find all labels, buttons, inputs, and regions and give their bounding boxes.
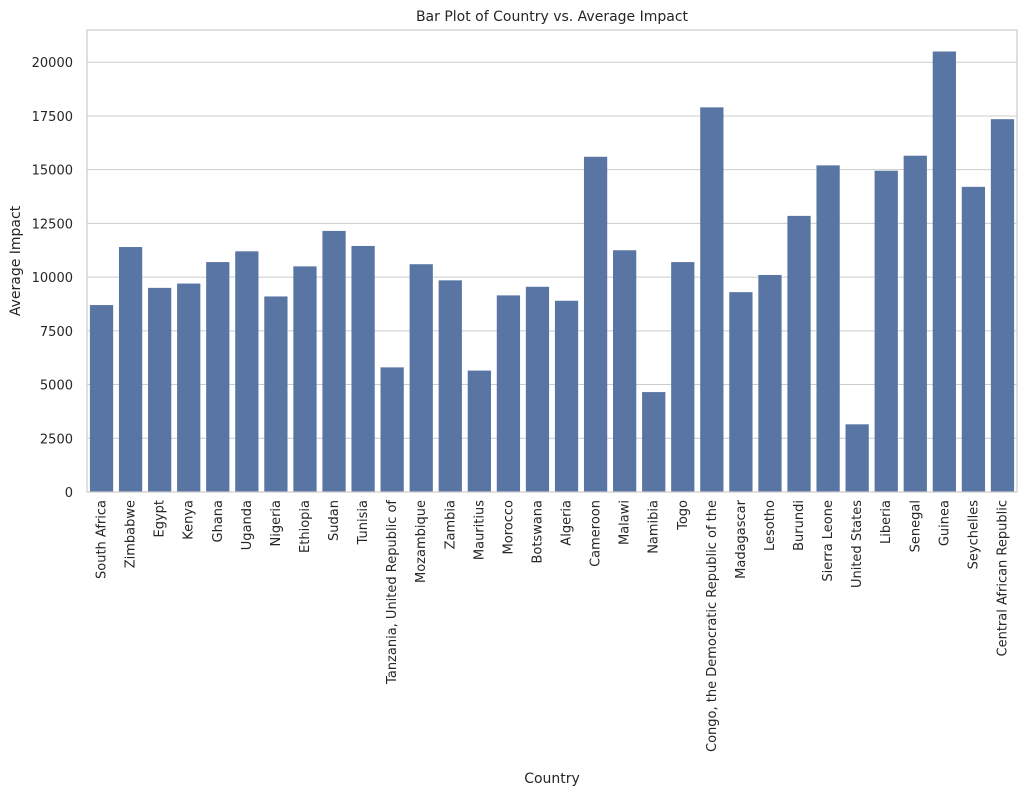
x-tick-label: Guinea <box>937 500 952 546</box>
bar <box>932 51 956 492</box>
x-tick-label: Sudan <box>327 500 342 541</box>
x-tick-label: Ethiopia <box>298 500 313 553</box>
bar <box>118 247 143 492</box>
y-tick-label: 12500 <box>32 217 73 232</box>
bar <box>845 424 869 492</box>
bar <box>409 264 433 492</box>
x-tick-label: Togo <box>676 500 691 531</box>
bar <box>235 251 259 492</box>
bar <box>89 305 114 492</box>
bar <box>264 296 288 492</box>
x-tick-label: Burundi <box>792 500 807 551</box>
x-tick-label: Sierra Leone <box>821 500 836 582</box>
x-axis-label: Country <box>524 771 580 787</box>
x-tick-label: Morocco <box>501 500 516 554</box>
bar <box>787 215 811 492</box>
x-tick-labels: South Africa Zimbabwe Egypt Kenya Ghana Ugand… <box>95 499 1011 752</box>
bar <box>903 155 927 492</box>
bar <box>700 107 724 492</box>
x-tick-label: Uganda <box>240 500 255 550</box>
x-tick-label: Central African Republic <box>995 500 1010 656</box>
x-tick-label: Zimbabwe <box>124 500 139 568</box>
bar <box>671 262 695 492</box>
bar <box>322 230 346 493</box>
bar <box>206 262 230 492</box>
x-tick-label: Tunisia <box>356 500 371 545</box>
bar <box>148 287 172 492</box>
bar <box>351 245 375 492</box>
y-tick-labels: 0 2500 5000 7500 10000 12500 15000 17500 20000 <box>32 56 73 501</box>
bar <box>177 283 201 492</box>
y-tick-label: 5000 <box>40 379 73 394</box>
x-tick-label: Zambia <box>443 500 458 549</box>
x-tick-label: Kenya <box>182 500 197 540</box>
y-tick-label: 7500 <box>40 325 73 340</box>
x-tick-label: Algeria <box>560 500 575 546</box>
bar <box>583 156 608 492</box>
x-tick-label: Lesotho <box>763 500 778 551</box>
y-tick-label: 15000 <box>32 164 73 179</box>
bar <box>467 370 491 492</box>
bar <box>874 170 898 492</box>
bar <box>990 119 1015 492</box>
bar <box>613 250 637 492</box>
bar <box>642 392 666 492</box>
bar <box>816 165 840 492</box>
chart-title: Bar Plot of Country vs. Average Impact <box>416 9 689 25</box>
x-tick-label: Mozambique <box>414 500 429 583</box>
x-tick-label: Cameroon <box>589 500 604 567</box>
bar <box>758 274 782 492</box>
bar <box>554 300 579 492</box>
x-tick-label: Botswana <box>530 500 545 564</box>
x-tick-label: Nigeria <box>269 500 284 547</box>
x-tick-label: United States <box>850 500 865 588</box>
bar <box>525 286 550 492</box>
x-tick-label: Egypt <box>153 500 168 538</box>
x-tick-label: Namibia <box>647 500 662 554</box>
x-tick-label: Madagascar <box>734 499 749 579</box>
bar <box>729 292 753 492</box>
x-tick-label: Mauritius <box>472 500 487 560</box>
y-tick-label: 17500 <box>32 110 73 125</box>
bars <box>89 51 1015 493</box>
bar <box>380 367 404 492</box>
bar <box>438 280 462 492</box>
x-tick-label: Malawi <box>618 500 633 545</box>
plot-frame <box>86 29 1018 493</box>
x-tick-label: Liberia <box>879 500 894 544</box>
bar <box>293 266 317 492</box>
bar <box>496 295 521 492</box>
x-tick-label: South Africa <box>95 500 110 579</box>
y-tick-label: 2500 <box>40 432 73 447</box>
y-tick-label: 0 <box>65 486 73 501</box>
x-tick-label: Tanzania, United Republic of <box>385 500 400 685</box>
x-tick-label: Ghana <box>211 500 226 543</box>
y-tick-label: 20000 <box>32 56 73 71</box>
y-axis-label: Average Impact <box>8 205 24 316</box>
y-tick-label: 10000 <box>32 271 73 286</box>
x-tick-label: Senegal <box>908 500 923 552</box>
bar <box>961 186 986 492</box>
x-tick-label: Seychelles <box>966 500 981 570</box>
x-tick-label: Congo, the Democratic Republic of the <box>705 500 720 752</box>
